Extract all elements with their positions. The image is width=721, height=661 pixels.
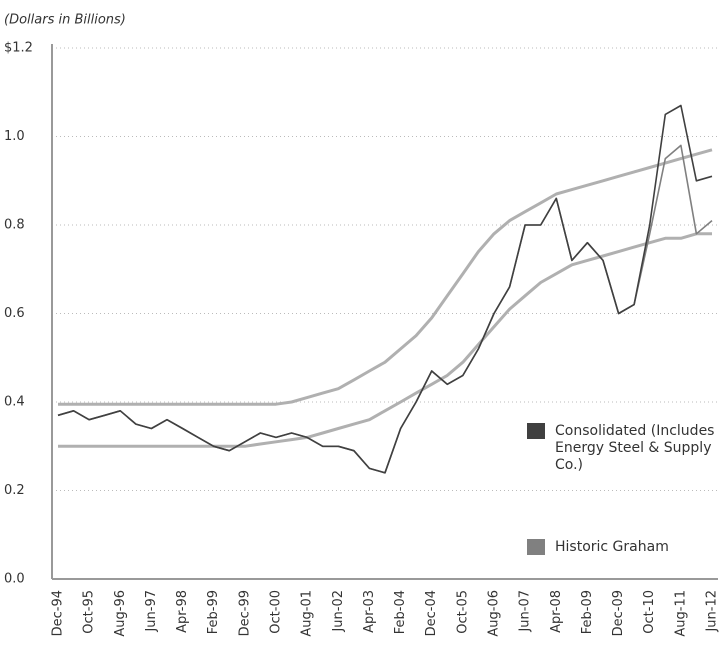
series-line: [57, 104, 713, 474]
x-tick-label: Feb-04: [393, 590, 408, 634]
x-tick-label: Apr-08: [549, 590, 564, 633]
y-tick-label: 0.0: [4, 572, 25, 587]
legend-item: Consolidated (Includes Energy Steel & Su…: [527, 423, 720, 474]
x-tick-label: Apr-98: [175, 590, 190, 633]
legend-item: Historic Graham: [527, 539, 720, 556]
x-tick-label: Aug-96: [113, 590, 128, 637]
x-tick-label: Oct-05: [455, 590, 470, 634]
band-line: [58, 232, 712, 448]
y-tick-label: 1.0: [4, 129, 25, 144]
x-tick-label: Dec-94: [51, 590, 66, 636]
band-line: [58, 148, 713, 406]
x-tick-label: Oct-00: [269, 590, 284, 634]
x-tick-label: Jun-07: [518, 590, 533, 633]
x-tick-label: Feb-09: [580, 590, 595, 634]
legend-label: Consolidated (Includes Energy Steel & Su…: [555, 423, 715, 473]
x-tick-label: Apr-03: [362, 590, 377, 633]
legend-label: Historic Graham: [555, 539, 669, 555]
y-tick-label: 0.8: [4, 218, 25, 233]
x-tick-label: Dec-04: [424, 590, 439, 636]
y-tick-label: 0.2: [4, 483, 25, 498]
x-tick-label: Dec-99: [237, 590, 252, 636]
x-tick-label: Oct-10: [642, 590, 657, 634]
legend-swatch: [527, 539, 545, 555]
y-tick-label: 0.6: [4, 306, 25, 321]
x-tick-label: Oct-95: [82, 590, 97, 634]
y-tick-label: $1.2: [4, 41, 33, 56]
x-tick-label: Aug-11: [673, 590, 688, 637]
x-tick-label: Aug-06: [487, 590, 502, 637]
x-tick-label: Aug-01: [300, 590, 315, 637]
x-tick-label: Dec-09: [611, 590, 626, 636]
x-tick-label: Jun-97: [144, 590, 159, 633]
y-tick-label: 0.4: [4, 395, 25, 410]
x-tick-label: Feb-99: [206, 590, 221, 634]
chart-subtitle: (Dollars in Billions): [4, 13, 126, 28]
x-tick-label: Jun-02: [331, 590, 346, 633]
x-tick-label: Jun-12: [705, 590, 720, 633]
legend-swatch: [527, 423, 545, 439]
